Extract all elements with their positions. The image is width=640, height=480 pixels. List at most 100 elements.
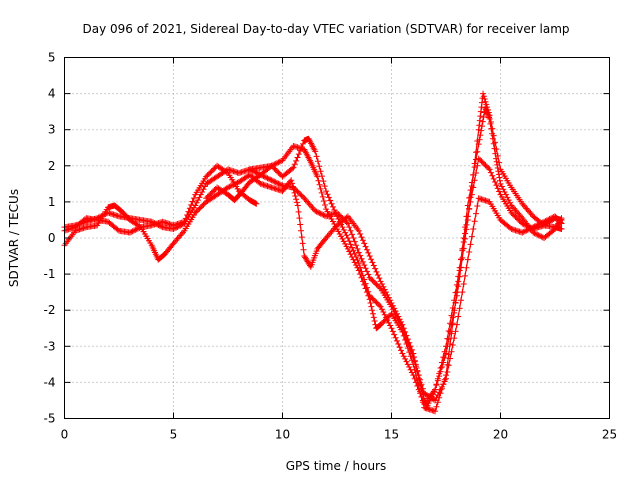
data-point [513,215,520,222]
series-line [64,157,562,410]
data-point [203,195,210,202]
data-point [369,259,376,266]
data-point [314,209,321,216]
data-point [466,248,473,255]
data-point [515,216,522,223]
data-point [479,118,486,125]
data-point [196,205,203,212]
data-point [451,335,458,342]
data-point [464,216,471,223]
data-point [132,226,139,233]
data-point [263,174,270,181]
data-point [452,328,459,335]
data-point [297,191,304,198]
data-point [362,243,369,250]
data-point [372,265,379,272]
data-point [334,213,340,220]
data-point [357,230,364,237]
data-point [537,232,544,239]
data-point [485,109,492,116]
data-point [475,126,482,133]
data-point [325,194,332,201]
data-point [504,194,511,201]
data-point [319,211,326,218]
data-point [353,242,360,249]
series-line [64,168,562,402]
data-point [377,303,384,310]
data-point [489,125,496,132]
data-point [208,168,215,175]
data-point [361,276,368,283]
data-point [336,212,343,219]
data-point [359,258,366,265]
data-point [274,179,281,186]
data-point [467,194,474,201]
data-point [368,276,375,283]
data-point [293,199,300,206]
data-point [189,198,196,205]
data-point [411,375,418,382]
data-point [406,339,413,346]
data-point [370,314,377,321]
data-point [496,177,503,184]
data-point [362,265,369,272]
data-point [291,189,298,196]
data-point [192,209,199,216]
data-point [298,144,305,151]
data-point [414,383,421,390]
data-point [377,278,384,285]
data-point [369,307,376,314]
data-point [391,305,398,312]
data-point [385,294,392,301]
data-point [389,328,396,335]
data-point [477,113,484,120]
grid [64,57,610,419]
data-point [417,390,424,397]
data-point [441,355,448,362]
x-tick-label: 20 [493,428,508,442]
data-point [369,310,376,317]
data-point [274,168,281,175]
data-point [472,156,479,163]
data-point [477,108,484,115]
data-point [350,235,357,241]
data-point [324,191,331,198]
data-point [195,207,202,214]
data-point [295,151,302,158]
data-point [297,221,304,228]
data-point [474,202,481,209]
data-point [344,220,351,227]
data-point [130,227,137,234]
data-point [433,382,440,389]
data-point [314,158,321,165]
data-point [276,181,283,188]
data-point [294,202,301,209]
data-point [436,394,443,401]
data-point [434,377,441,384]
data-point [509,211,516,218]
data-point [197,204,204,211]
data-point [299,240,306,247]
data-point [350,247,357,254]
series-day-b [61,155,565,411]
data-point [253,200,260,207]
data-point [366,253,373,260]
data-point [444,343,451,350]
data-point [478,99,485,106]
data-point [290,164,297,171]
data-point [383,314,390,321]
x-tick-label: 5 [170,428,178,442]
series-layer [61,90,565,415]
data-point [276,170,283,177]
data-point [373,299,380,306]
data-point [487,119,494,126]
data-point [459,254,466,261]
data-point [346,224,353,231]
data-point [476,117,483,124]
data-point [443,350,449,357]
data-point [467,241,474,248]
data-point [319,173,326,180]
data-point [357,252,364,259]
axis-ticks: 0 5 10 15 20 25 -5 -4 -3 -2 -1 0 1 2 3 4 5 [44,51,618,442]
data-point [486,166,493,173]
